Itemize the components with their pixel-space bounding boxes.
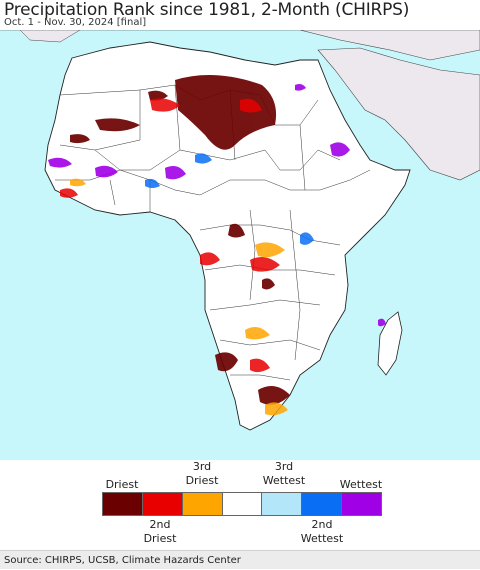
africa-landmass: [44, 41, 411, 431]
second-wettest-areas: [145, 153, 314, 245]
legend-swatch-2nd-wettest: [302, 493, 343, 515]
legend-swatch-driest: [103, 493, 143, 515]
middle-east-landmass: [317, 47, 480, 181]
madagascar: [377, 311, 403, 376]
legend-swatch-normal: [222, 493, 263, 515]
africa-precipitation-map: [0, 30, 480, 460]
legend-label-3rd-wettest: 3rd Wettest: [262, 460, 306, 487]
legend-swatch-3rd-wettest: [262, 493, 303, 515]
legend-label-3rd-driest: 3rd Driest: [185, 460, 219, 487]
legend-label-2nd-driest: 2nd Driest: [143, 518, 177, 545]
legend-color-scale: [102, 492, 382, 516]
legend-label-wettest: Wettest: [339, 478, 383, 491]
legend-label-driest: Driest: [105, 478, 139, 491]
driest-areas: [70, 75, 290, 405]
legend-swatch-3rd-driest: [182, 493, 223, 515]
map-title: Precipitation Rank since 1981, 2-Month (…: [4, 0, 410, 20]
legend-swatch-2nd-driest: [142, 493, 183, 515]
source-credit: Source: CHIRPS, UCSB, Climate Hazards Ce…: [0, 550, 480, 569]
map-subtitle: Oct. 1 - Nov. 30, 2024 [final]: [4, 17, 147, 28]
legend-swatch-wettest: [342, 493, 382, 515]
europe-landmass: [0, 30, 480, 61]
legend-label-2nd-wettest: 2nd Wettest: [300, 518, 344, 545]
europe-fragment: [19, 30, 81, 43]
second-driest-areas: [60, 98, 280, 373]
wettest-areas: [48, 84, 386, 327]
third-driest-areas: [70, 178, 288, 416]
